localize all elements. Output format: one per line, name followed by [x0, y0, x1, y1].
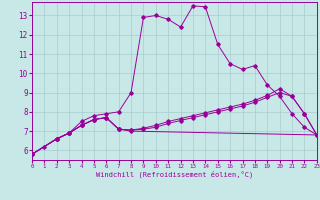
X-axis label: Windchill (Refroidissement éolien,°C): Windchill (Refroidissement éolien,°C) [96, 171, 253, 178]
